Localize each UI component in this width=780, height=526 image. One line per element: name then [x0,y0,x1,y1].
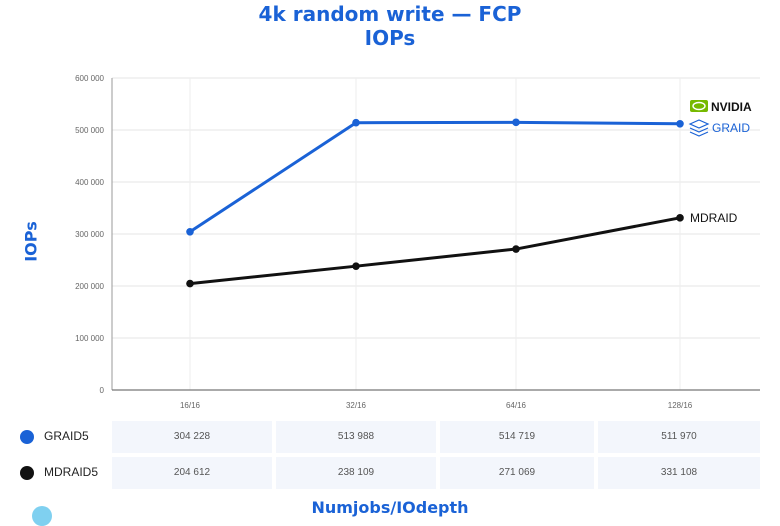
axes [111,78,760,391]
line-chart: 0 100 000 200 000 300 000 400 000 500 000 600 … [75,74,760,410]
x-axis-title: Numjobs/IOdepth [311,498,469,517]
chart-subtitle: IOPs [364,26,416,50]
series-lines [189,120,681,286]
series-line-graid5 [189,120,681,234]
y-tick-label: 500 000 [75,126,104,135]
y-axis-label: IOPs [21,221,41,262]
table-cell: 238 109 [276,457,436,489]
table-row: GRAID5 304 228 513 988 514 719 511 970 [0,421,780,453]
data-point [512,118,520,127]
series-color-dot [20,466,34,480]
y-tick-label: 100 000 [75,334,104,343]
graid-logo-text: GRAID [712,121,750,135]
y-tick-label: 200 000 [75,282,104,291]
table-cell: 271 069 [440,457,594,489]
x-tick-label: 32/16 [346,401,367,410]
series-line-mdraid5 [189,216,681,286]
x-tick-label: 16/16 [180,401,201,410]
help-icon[interactable] [32,506,52,526]
legend-logos: NVIDIA GRAID [688,100,752,137]
y-tick-label: 0 [100,386,105,395]
nvidia-logo-text: NVIDIA [711,100,752,114]
table-cell: 514 719 [440,421,594,453]
series-name: GRAID5 [44,429,89,443]
data-point [676,214,684,222]
layers-icon [688,119,710,129]
data-point [186,228,194,236]
data-point [352,262,360,270]
data-point [676,119,684,128]
x-tick-label: 128/16 [668,401,693,410]
data-point [352,118,360,127]
y-tick-labels: 0 100 000 200 000 300 000 400 000 500 000 600 … [75,74,104,395]
graid-logo: GRAID [688,119,750,137]
table-cell: 513 988 [276,421,436,453]
series-annotation-mdraid: MDRAID [690,211,738,225]
y-tick-label: 400 000 [75,178,104,187]
y-tick-label: 600 000 [75,74,104,83]
table-cell: 204 612 [112,457,272,489]
table-row: MDRAID5 204 612 238 109 271 069 331 108 [0,457,780,489]
table-cell: 511 970 [598,421,760,453]
x-tick-label: 64/16 [506,401,527,410]
data-point [186,279,194,288]
nvidia-logo: NVIDIA [690,100,752,114]
x-tick-labels: 16/16 32/16 64/16 128/16 [180,401,693,410]
series-color-dot [20,430,34,444]
table-cell: 304 228 [112,421,272,453]
series-points [186,118,684,288]
chart-title: 4k random write — FCP [258,2,522,26]
table-cell: 331 108 [598,457,760,489]
series-name: MDRAID5 [44,465,99,479]
data-point [512,245,520,253]
y-tick-label: 300 000 [75,230,104,239]
